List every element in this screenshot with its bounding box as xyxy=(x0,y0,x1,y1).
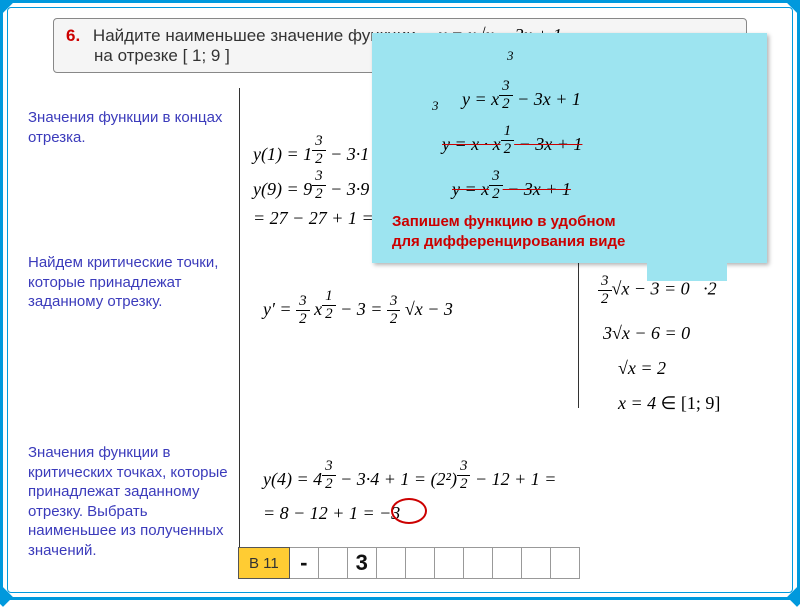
hint-overlay: y = x32 − 3x + 1 3 y = x · x12 − 3x + 1 … xyxy=(372,33,767,263)
answer-label: В 11 xyxy=(238,547,290,579)
hint-note-1: Запишем функцию в удобном xyxy=(392,213,616,230)
corner-icon xyxy=(787,0,800,13)
calc-derivative: y′ = 32 x12 − 3 = 32 √x − 3 xyxy=(263,288,453,328)
step-2-text: Найдем критические точки, которые принад… xyxy=(28,253,228,312)
hint-note-2: для дифференцирования виде xyxy=(392,233,625,250)
calc-y4-line1: y(4) = 432 − 3·4 + 1 = (2²)32 − 12 + 1 = xyxy=(263,458,556,493)
answer-cell[interactable] xyxy=(406,547,435,579)
answer-cell[interactable]: 3 xyxy=(348,547,377,579)
step-3-text: Значения функции в критических точках, к… xyxy=(28,443,233,560)
vertical-divider-1 xyxy=(239,88,240,568)
answer-cell[interactable] xyxy=(493,547,522,579)
corner-icon xyxy=(787,587,800,607)
corner-icon xyxy=(0,587,13,607)
problem-text-1: Найдите наименьшее значение функции xyxy=(93,26,416,45)
solve-step-3: x = 4 ∈ [1; 9] xyxy=(618,393,720,414)
answer-cell[interactable] xyxy=(464,547,493,579)
solve-step-1: 3√x − 6 = 0 xyxy=(603,323,690,344)
answer-cell[interactable] xyxy=(522,547,551,579)
corner-icon xyxy=(0,0,13,13)
solve-step-2: √x = 2 xyxy=(618,358,666,379)
answer-cell[interactable]: - xyxy=(290,547,319,579)
answer-cell[interactable] xyxy=(377,547,406,579)
circle-highlight xyxy=(391,498,427,524)
answer-cell[interactable] xyxy=(319,547,348,579)
answer-cell[interactable] xyxy=(551,547,580,579)
calc-y9-line2: = 27 − 27 + 1 = 1 xyxy=(253,208,387,229)
step-1-text: Значения функции в концах отрезка. xyxy=(28,108,228,147)
hint-eq-3: y = x32 − 3x + 1 xyxy=(452,168,571,203)
hint-exp-anno-2: 3 xyxy=(432,98,439,114)
answer-row: В 11 - 3 xyxy=(238,547,580,579)
problem-number: 6. xyxy=(66,26,80,45)
problem-text-2: на отрезке [ 1; 9 ] xyxy=(94,46,230,65)
answer-cell[interactable] xyxy=(435,547,464,579)
calc-y4-line2: = 8 − 12 + 1 = −3 xyxy=(263,503,400,524)
hint-eq-1: y = x32 − 3x + 1 xyxy=(462,78,581,113)
vertical-divider-2 xyxy=(578,253,579,408)
hint-exp-anno: 3 xyxy=(507,48,514,64)
overlay-tab xyxy=(647,263,727,281)
hint-eq-2: y = x · x12 − 3x + 1 xyxy=(442,123,582,158)
slide-frame: 6. Найдите наименьшее значение функции y… xyxy=(0,0,800,600)
